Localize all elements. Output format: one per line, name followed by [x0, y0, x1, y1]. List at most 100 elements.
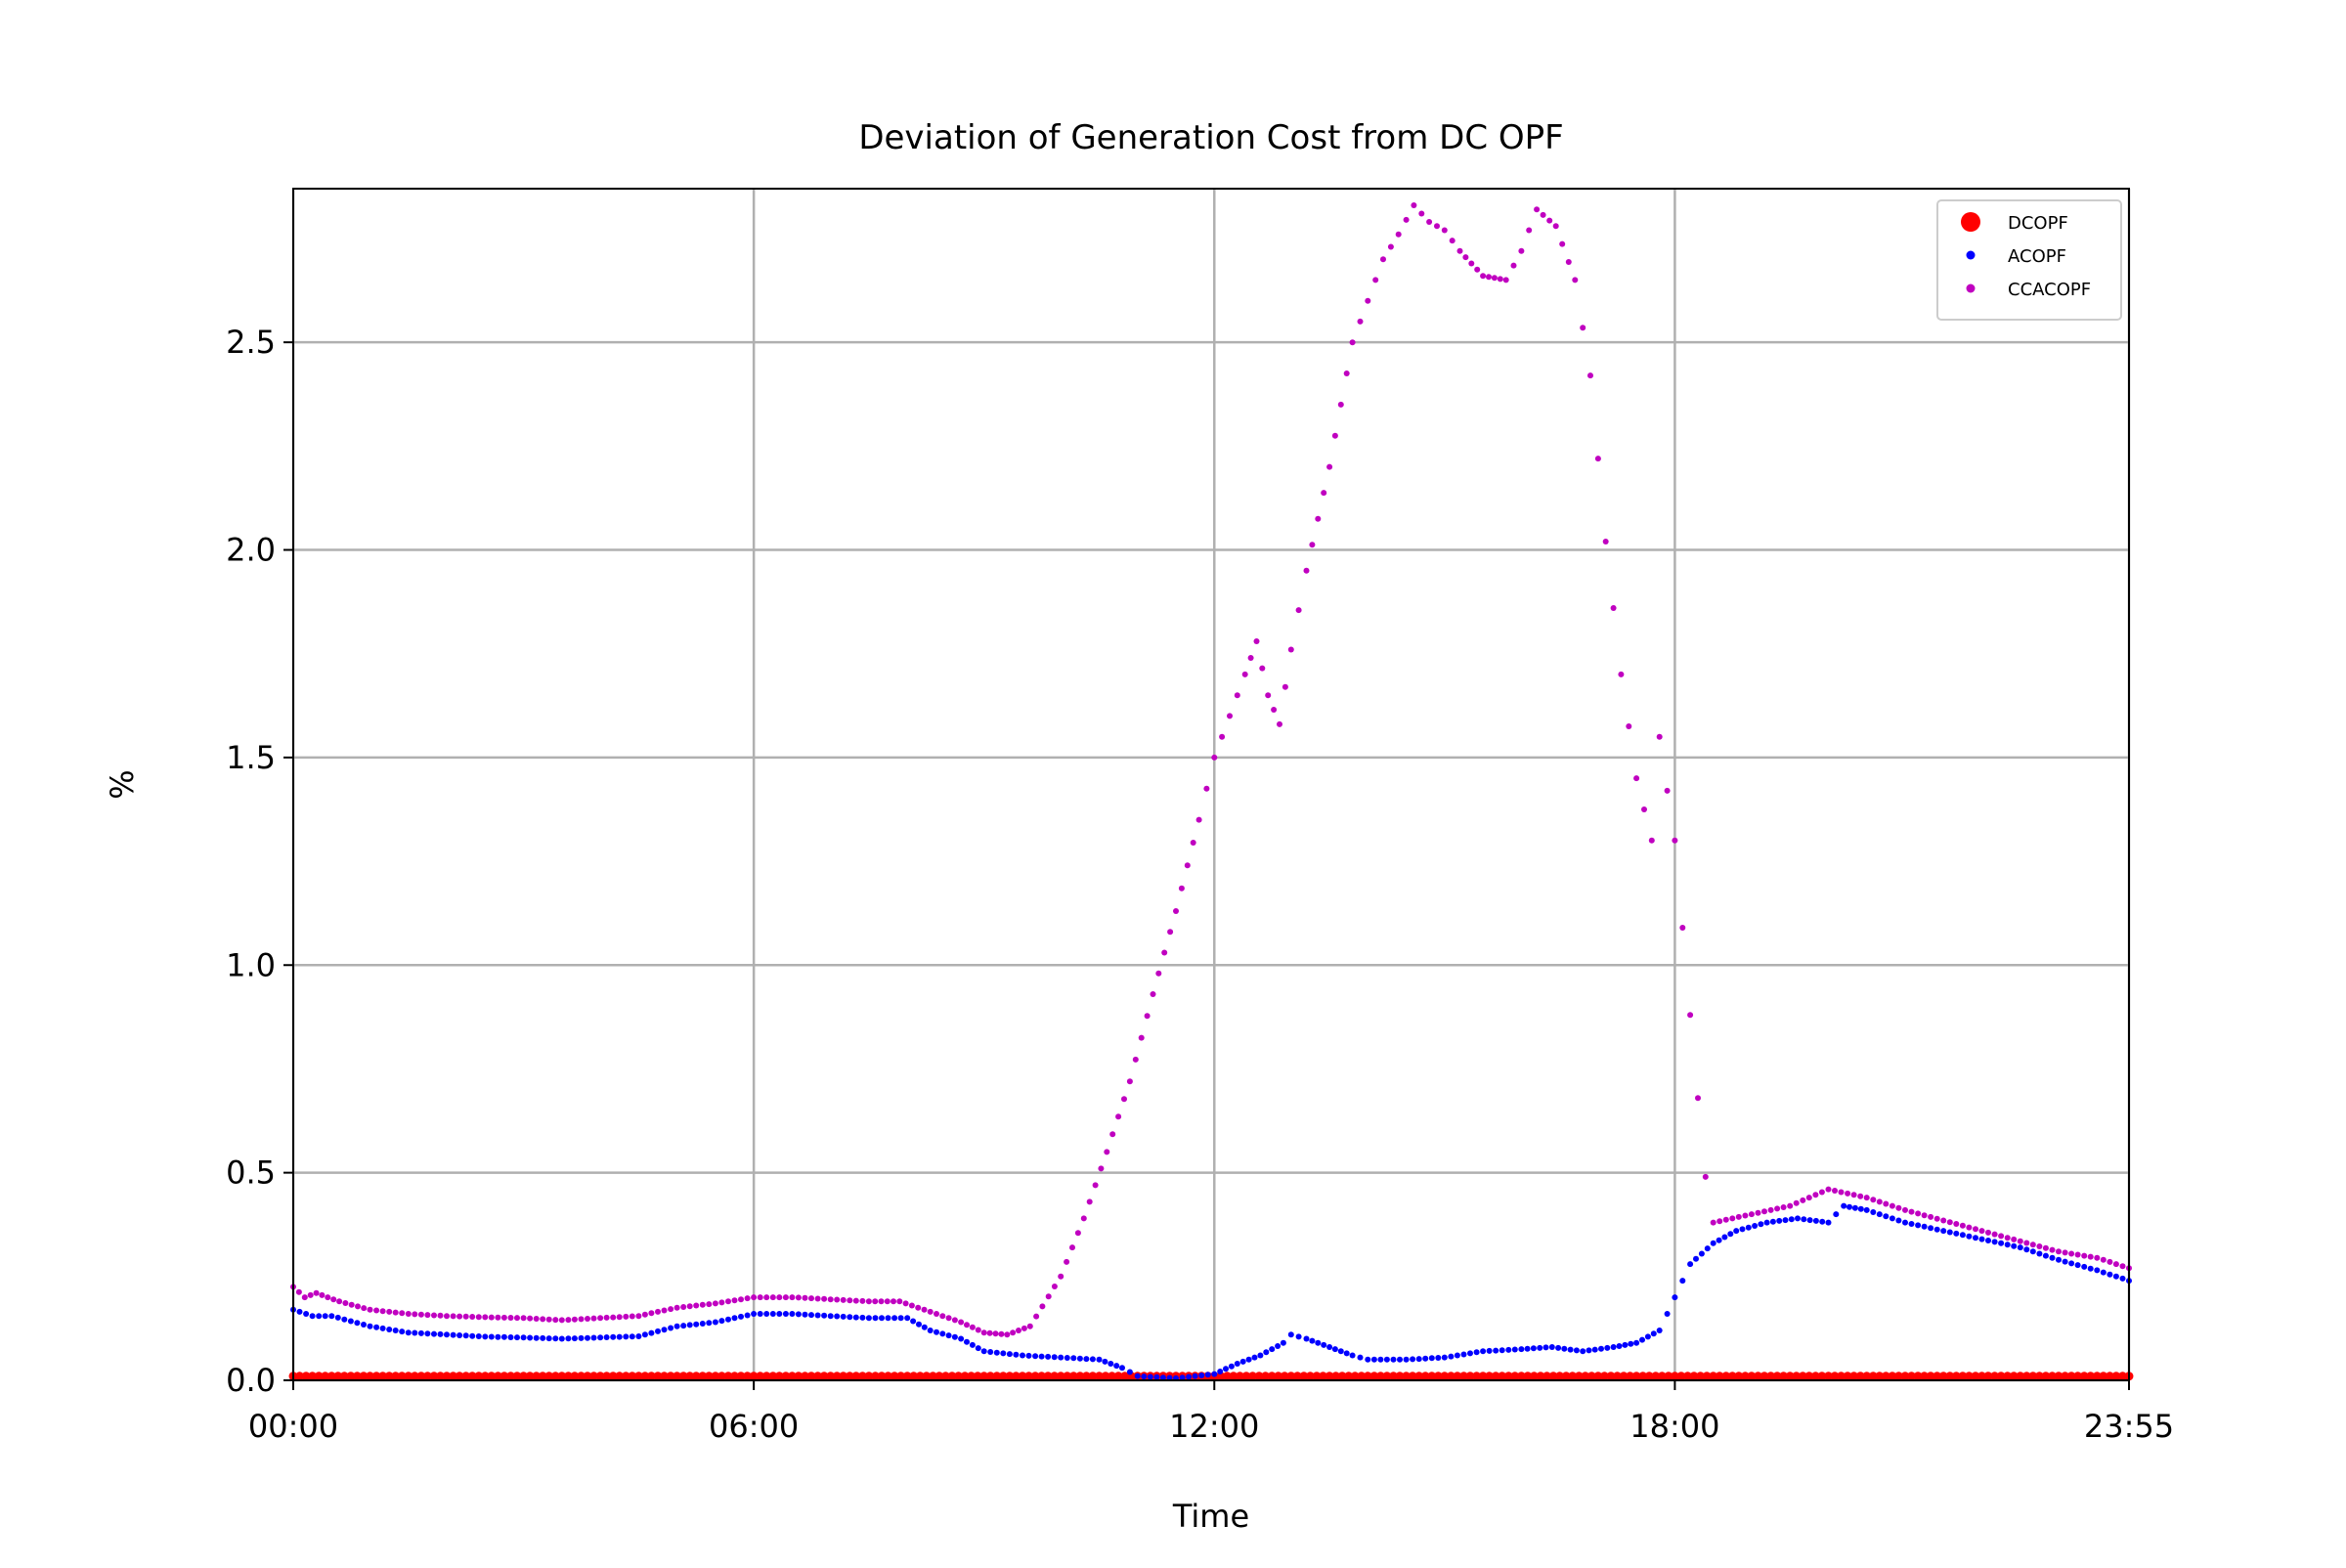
- data-point-acopf: [1119, 1365, 1125, 1372]
- data-point-ccacopf: [1497, 276, 1503, 283]
- data-point-ccacopf: [1755, 1209, 1761, 1216]
- data-point-ccacopf: [2112, 1261, 2119, 1268]
- data-point-acopf: [1863, 1206, 1870, 1213]
- data-point-acopf: [1038, 1353, 1045, 1360]
- data-point-ccacopf: [1870, 1197, 1877, 1203]
- grid-lines: [291, 189, 2131, 1382]
- data-point-acopf: [444, 1331, 450, 1338]
- data-point-ccacopf: [789, 1294, 796, 1301]
- data-point-acopf: [1370, 1356, 1377, 1363]
- data-point-dcopf: [1581, 1372, 1590, 1381]
- data-point-ccacopf: [1184, 862, 1191, 869]
- data-point-acopf: [437, 1330, 444, 1337]
- data-point-acopf: [1390, 1356, 1397, 1363]
- data-point-ccacopf: [668, 1306, 674, 1313]
- data-point-acopf: [1448, 1353, 1455, 1360]
- data-point-dcopf: [1235, 1372, 1244, 1381]
- data-point-dcopf: [2073, 1372, 2083, 1381]
- data-point-dcopf: [1081, 1372, 1091, 1381]
- data-point-dcopf: [1702, 1372, 1712, 1381]
- data-point-dcopf: [730, 1372, 739, 1381]
- data-point-dcopf: [801, 1372, 809, 1381]
- data-point-acopf: [1933, 1226, 1940, 1233]
- data-point-dcopf: [1561, 1372, 1571, 1381]
- data-point-dcopf: [1446, 1372, 1455, 1381]
- data-point-dcopf: [1254, 1372, 1264, 1381]
- data-point-ccacopf: [1337, 401, 1344, 408]
- data-point-ccacopf: [2029, 1241, 2036, 1248]
- data-point-dcopf: [314, 1372, 324, 1381]
- data-point-acopf: [1857, 1205, 1864, 1212]
- data-point-ccacopf: [1902, 1206, 1908, 1213]
- data-point-acopf: [488, 1333, 495, 1340]
- data-point-acopf: [1102, 1358, 1108, 1365]
- data-point-ccacopf: [469, 1314, 476, 1320]
- data-point-acopf: [1966, 1233, 1973, 1240]
- data-point-dcopf: [1875, 1372, 1885, 1381]
- data-point-acopf: [2087, 1265, 2094, 1272]
- data-point-dcopf: [1433, 1372, 1443, 1381]
- data-point-dcopf: [839, 1372, 848, 1381]
- data-point-ccacopf: [1716, 1218, 1723, 1225]
- data-point-acopf: [1721, 1234, 1728, 1241]
- data-point-dcopf: [1491, 1372, 1500, 1381]
- data-point-ccacopf: [1857, 1193, 1864, 1199]
- data-point-dcopf: [1088, 1372, 1098, 1381]
- data-point-ccacopf: [1735, 1213, 1742, 1220]
- data-point-ccacopf: [1462, 254, 1469, 261]
- data-point-dcopf: [973, 1372, 982, 1381]
- data-point-acopf: [1710, 1240, 1716, 1246]
- data-point-ccacopf: [718, 1299, 725, 1306]
- data-point-acopf: [1801, 1216, 1807, 1223]
- data-point-acopf: [2011, 1242, 2018, 1249]
- data-point-acopf: [1806, 1217, 1813, 1224]
- data-point-ccacopf: [456, 1313, 463, 1320]
- data-point-dcopf: [532, 1372, 542, 1381]
- data-point-dcopf: [321, 1372, 330, 1381]
- data-point-acopf: [379, 1325, 386, 1331]
- data-point-acopf: [872, 1315, 879, 1322]
- data-point-ccacopf: [1672, 837, 1678, 844]
- data-point-acopf: [514, 1334, 520, 1341]
- data-point-dcopf: [646, 1372, 656, 1381]
- data-point-ccacopf: [431, 1312, 437, 1319]
- data-point-ccacopf: [847, 1297, 853, 1304]
- data-point-acopf: [1410, 1356, 1416, 1363]
- data-point-acopf: [1591, 1346, 1598, 1353]
- data-point-ccacopf: [655, 1308, 661, 1315]
- data-point-acopf: [2074, 1262, 2081, 1269]
- data-point-acopf: [1548, 1344, 1555, 1350]
- data-point-ccacopf: [763, 1294, 770, 1301]
- data-point-ccacopf: [386, 1308, 393, 1315]
- data-point-acopf: [1973, 1235, 1978, 1241]
- data-point-acopf: [1733, 1228, 1740, 1235]
- data-point-dcopf: [371, 1372, 381, 1381]
- data-point-acopf: [1758, 1221, 1764, 1228]
- data-point-ccacopf: [821, 1295, 828, 1302]
- data-point-dcopf: [1964, 1372, 1974, 1381]
- data-point-dcopf: [1108, 1372, 1117, 1381]
- data-point-acopf: [1403, 1356, 1410, 1363]
- data-point-dcopf: [2009, 1372, 2019, 1381]
- data-point-ccacopf: [437, 1312, 444, 1319]
- data-point-dcopf: [416, 1372, 426, 1381]
- data-point-acopf: [1295, 1333, 1302, 1340]
- data-point-acopf: [1819, 1218, 1826, 1225]
- data-point-ccacopf: [1126, 1078, 1133, 1085]
- data-point-ccacopf: [1241, 671, 1248, 677]
- data-point-dcopf: [756, 1372, 765, 1381]
- data-point-dcopf: [1498, 1372, 1507, 1381]
- data-point-dcopf: [326, 1372, 336, 1381]
- data-point-acopf: [1321, 1341, 1327, 1348]
- data-point-dcopf: [352, 1372, 362, 1381]
- data-point-acopf: [482, 1333, 489, 1340]
- data-point-dcopf: [1503, 1372, 1513, 1381]
- data-point-ccacopf: [1687, 1012, 1694, 1019]
- data-point-ccacopf: [571, 1316, 578, 1323]
- data-point-ccacopf: [1908, 1208, 1915, 1215]
- data-point-ccacopf: [1365, 297, 1371, 304]
- data-point-ccacopf: [1004, 1331, 1011, 1338]
- data-point-dcopf: [864, 1372, 874, 1381]
- data-point-ccacopf: [1309, 542, 1316, 548]
- data-point-dcopf: [1785, 1372, 1795, 1381]
